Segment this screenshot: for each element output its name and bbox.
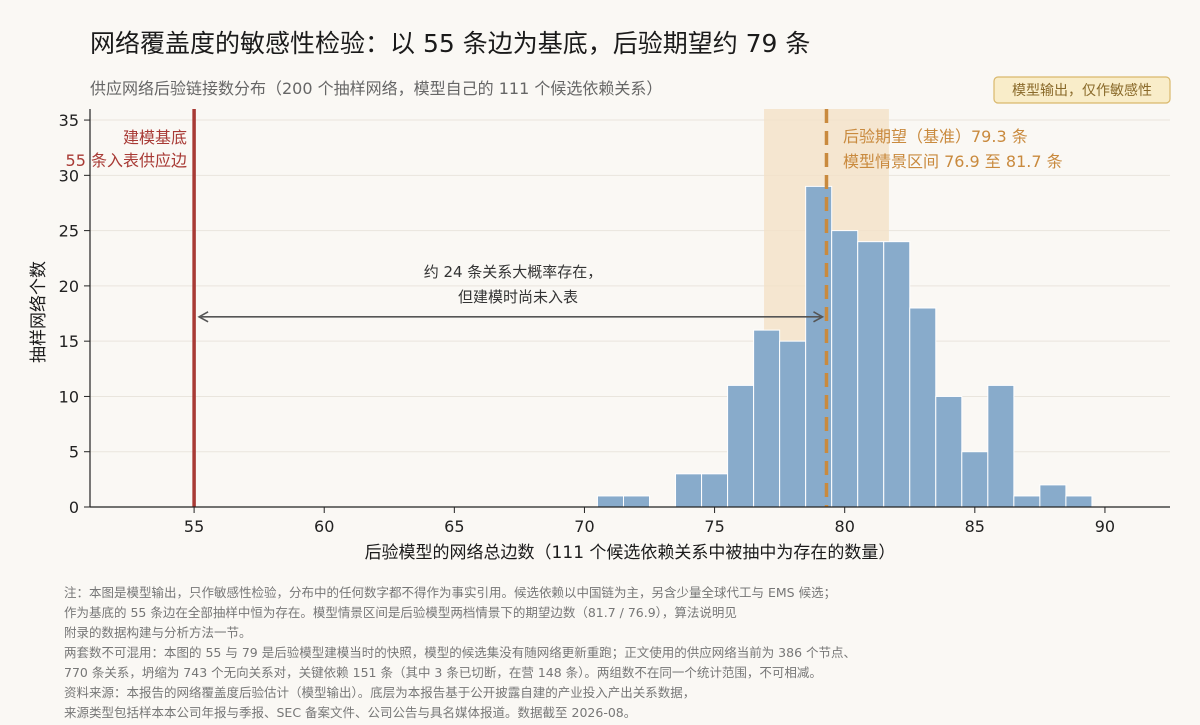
histogram-bar [883,241,911,508]
histogram-bar [779,340,807,508]
note-line: 资料来源：本报告的网络覆盖度后验估计（模型输出）。底层为本报告基于公开披露自建的… [64,685,695,700]
y-axis-label: 抽样网络个数 [29,261,49,363]
y-tick-label: 15 [59,332,79,351]
histogram-bar [701,473,729,508]
note-line: 770 条关系，坍缩为 743 个无向关系对，关键依赖 151 条（其中 3 条… [64,665,822,680]
arrow-label-line1: 约 24 条关系大概率存在， [424,263,603,281]
histogram-bar [935,395,963,508]
x-tick-label: 55 [184,517,204,536]
histogram-bar [675,473,703,508]
axes: 0 5 10 15 20 25 30 35 55 60 65 70 75 80 85 90 [59,109,1170,536]
y-tick-label: 25 [59,222,79,241]
histogram-bar [596,495,624,508]
baseline-label-line2: 55 条入表供应边 [66,151,187,170]
note-line: 作为基底的 55 条边在全部抽样中恒为存在。模型情景区间是后验模型两档情景下的期… [64,605,737,620]
chart-subtitle: 供应网络后验链接数分布（200 个抽样网络，模型自己的 111 个候选依赖关系） [90,79,662,98]
footnotes: 注：本图是模型输出，只作敏感性检验，分布中的任何数字都不得作为事实引用。候选依赖… [64,585,856,720]
y-tick-label: 35 [59,111,79,130]
x-tick-label: 90 [1095,517,1115,536]
x-tick-label: 70 [574,517,594,536]
histogram-bar [727,384,755,508]
x-tick-label: 60 [314,517,334,536]
note-line: 附录的数据构建与分析方法一节。 [64,625,252,640]
y-tick-label: 30 [59,166,79,185]
x-tick-label: 65 [444,517,464,536]
arrow-head-right [813,311,825,323]
y-tick-label: 10 [59,387,79,406]
histogram-bar [622,495,651,508]
model-output-badge: 模型输出，仅作敏感性 [993,76,1171,104]
histogram-bar [1013,495,1041,508]
histogram-bar [909,307,937,508]
chart-title: 网络覆盖度的敏感性检验：以 55 条边为基底，后验期望约 79 条 [90,29,810,58]
histogram-bar [1039,484,1067,508]
histogram-bar [805,185,833,508]
arrow-head-left [197,311,209,323]
reference-lines [192,109,829,507]
histogram-bar [831,230,859,508]
badge-label: 模型输出，仅作敏感性 [1012,82,1152,99]
histogram-bars [596,185,1093,508]
histogram-bar [1065,495,1093,508]
note-line: 注：本图是模型输出，只作敏感性检验，分布中的任何数字都不得作为事实引用。候选依赖… [64,585,836,600]
histogram-bar [961,451,989,508]
arrow-label-line2: 但建模时尚未入表 [458,288,578,306]
baseline-label-line1: 建模基底 [123,128,187,147]
x-tick-label: 85 [965,517,985,536]
y-tick-label: 20 [59,277,79,296]
badge-frame [993,76,1171,104]
note-line: 来源类型包括样本本公司年报与季报、SEC 备案文件、公司公告与具名媒体报道。数据… [64,705,636,720]
histogram-bar [857,241,885,508]
posterior-label-line1: 后验期望（基准）79.3 条 [843,127,1028,146]
x-tick-label: 80 [835,517,855,536]
histogram-bar [987,384,1015,508]
note-line: 两套数不可混用：本图的 55 与 79 是后验模型建模当时的快照，模型的候选集没… [64,645,856,660]
histogram-bar [753,329,781,508]
x-tick-label: 75 [704,517,724,536]
y-tick-label: 5 [69,443,79,462]
x-axis-label: 后验模型的网络总边数（111 个候选依赖关系中被抽中为存在的数量） [365,543,896,563]
y-tick-label: 0 [69,498,79,517]
posterior-label-line2: 模型情景区间 76.9 至 81.7 条 [843,152,1063,171]
